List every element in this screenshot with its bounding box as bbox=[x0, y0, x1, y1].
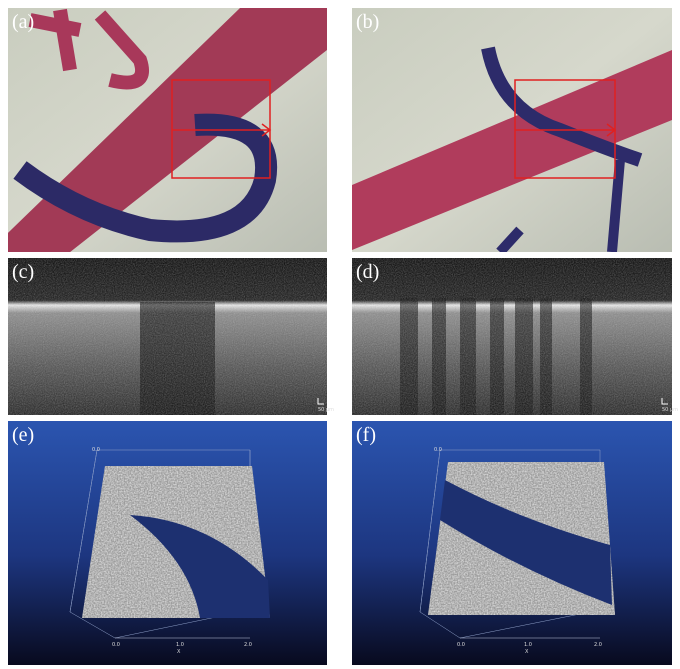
axis-label: 1.0 bbox=[176, 642, 184, 648]
panel-label: (e) bbox=[12, 424, 34, 446]
oct-c bbox=[8, 258, 327, 415]
render-e bbox=[8, 421, 327, 665]
axis-label: 2.0 bbox=[594, 642, 602, 648]
oct-d bbox=[352, 258, 672, 415]
axis-label: 0.0 bbox=[112, 642, 120, 648]
panel-label: (d) bbox=[356, 261, 379, 283]
figure: (a) (b) (c) (d) (e) (f) 50 μm 50 μm 0.0 … bbox=[0, 0, 680, 669]
axis-label: 0.0 bbox=[457, 642, 465, 648]
axis-label: 2.0 bbox=[244, 642, 252, 648]
panel-label: (a) bbox=[12, 11, 34, 33]
axis-label: 0.0 bbox=[92, 447, 100, 453]
photo-a bbox=[0, 8, 327, 260]
axis-title: X bbox=[177, 649, 181, 655]
axis-title: X bbox=[525, 649, 529, 655]
axis-label: 0.0 bbox=[434, 447, 442, 453]
scale-bar-label: 50 μm bbox=[318, 407, 334, 413]
photo-b bbox=[352, 8, 672, 252]
panel-label: (b) bbox=[356, 11, 379, 33]
panel-label: (f) bbox=[356, 424, 376, 446]
axis-label: 1.0 bbox=[524, 642, 532, 648]
render-f bbox=[352, 421, 672, 665]
scale-bar-label: 50 μm bbox=[662, 407, 678, 413]
panel-label: (c) bbox=[12, 261, 34, 283]
